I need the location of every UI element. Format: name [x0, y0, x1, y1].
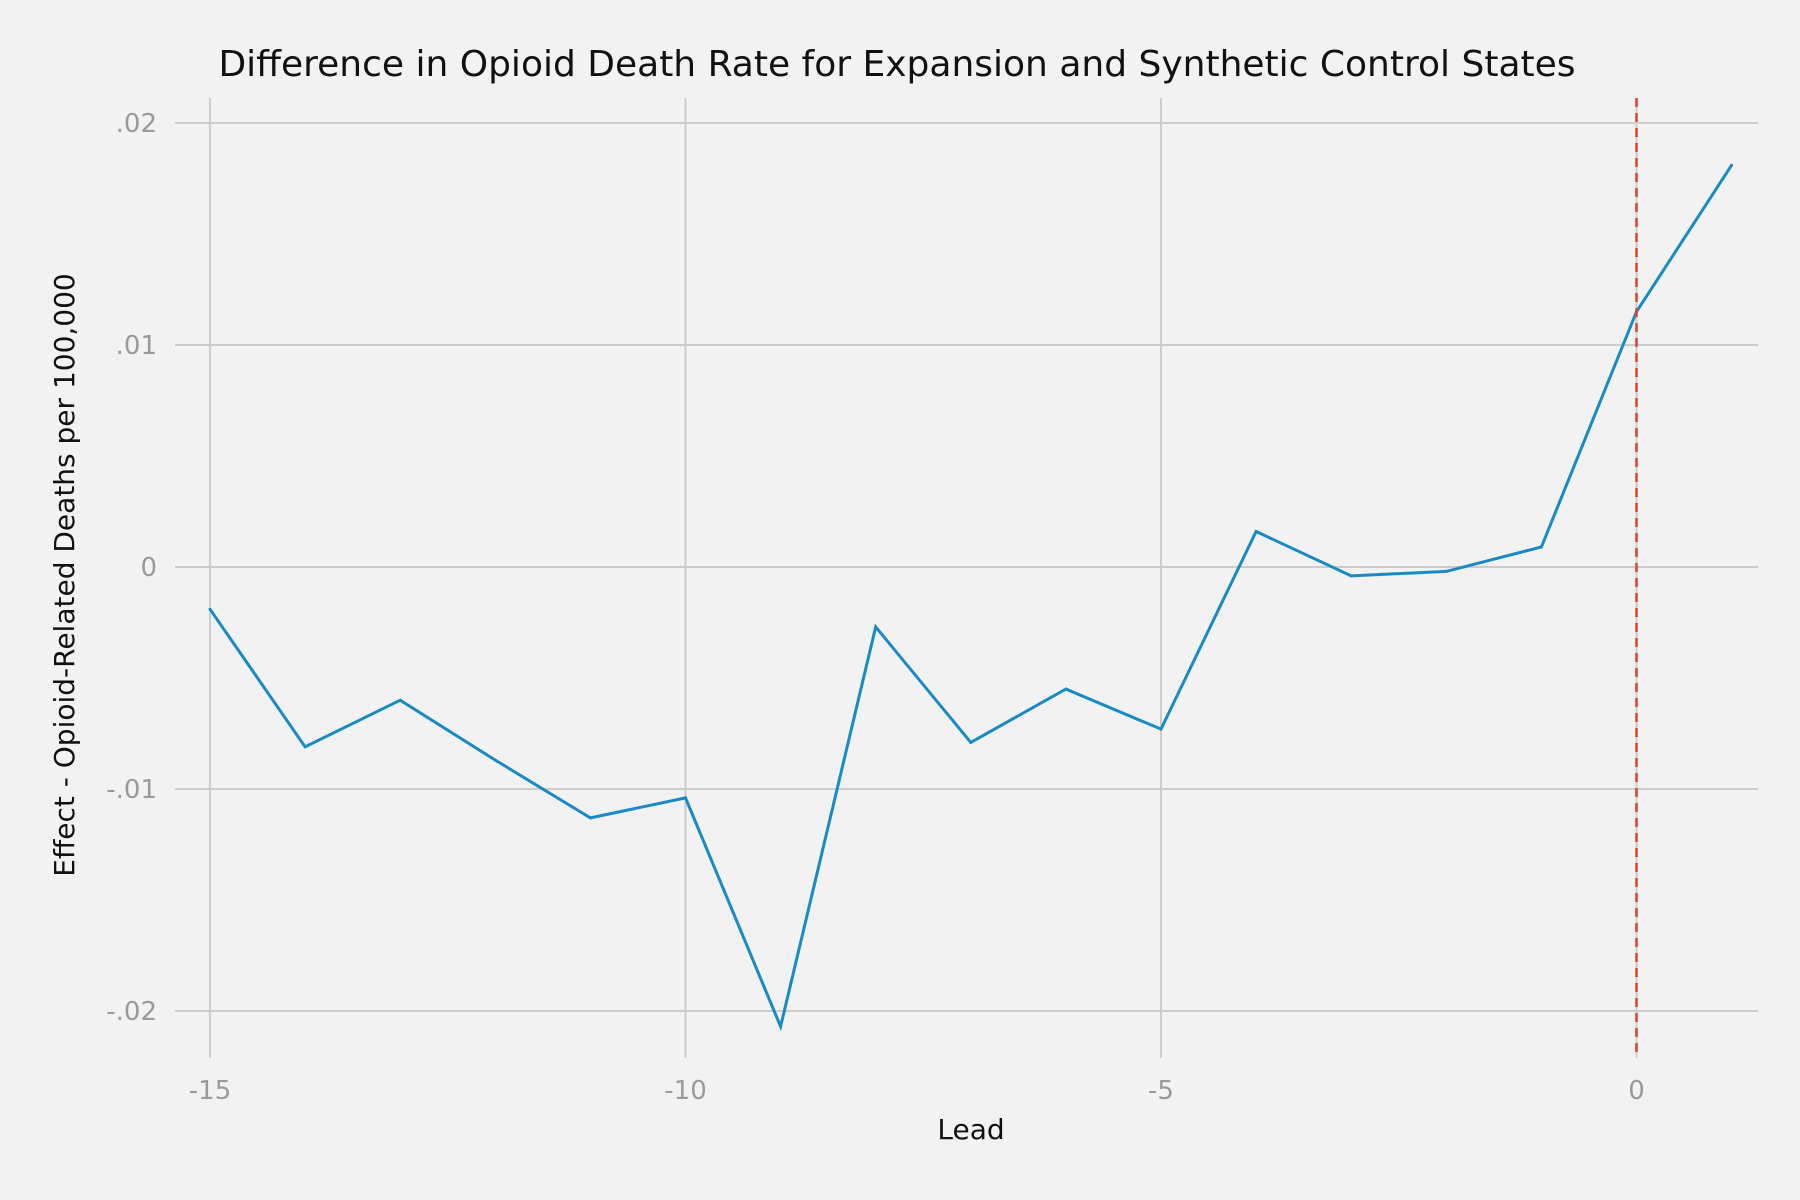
y-axis-title: Effect - Opioid-Related Deaths per 100,0…	[48, 273, 81, 876]
y-tick-label: -.02	[106, 997, 157, 1027]
x-tick-label: -5	[1148, 1076, 1174, 1106]
data-point	[493, 758, 497, 762]
data-point	[1730, 163, 1734, 167]
series-layer	[208, 163, 1734, 1032]
data-point	[779, 1025, 783, 1028]
data-point	[303, 745, 307, 749]
data-point	[1539, 545, 1543, 549]
x-axis-title: Lead	[937, 1113, 1004, 1146]
data-point	[1349, 574, 1353, 578]
y-tick-label: -.01	[106, 775, 157, 805]
data-point	[588, 816, 592, 820]
y-tick-label: 0	[140, 553, 157, 583]
data-point	[1159, 727, 1163, 731]
data-point	[969, 740, 973, 744]
x-tick-label: -15	[189, 1076, 231, 1106]
data-point	[684, 796, 687, 800]
data-point	[208, 607, 212, 611]
data-point	[1444, 569, 1448, 573]
chart-title: Difference in Opioid Death Rate for Expa…	[218, 44, 1575, 85]
x-axis-ticks: -15 -10 -5 0	[189, 1076, 1645, 1106]
grid-lines	[175, 98, 1758, 1058]
y-axis-ticks: .02 .01 0 -.01 -.02	[106, 109, 157, 1027]
y-tick-label: .02	[116, 109, 157, 139]
series-line	[208, 164, 1733, 1032]
x-tick-label: 0	[1628, 1076, 1645, 1106]
data-point	[1254, 530, 1258, 533]
x-tick-label: -10	[664, 1076, 706, 1106]
data-point	[1064, 687, 1068, 691]
data-point	[874, 625, 878, 629]
y-tick-label: .01	[116, 331, 157, 361]
data-point	[398, 698, 402, 702]
